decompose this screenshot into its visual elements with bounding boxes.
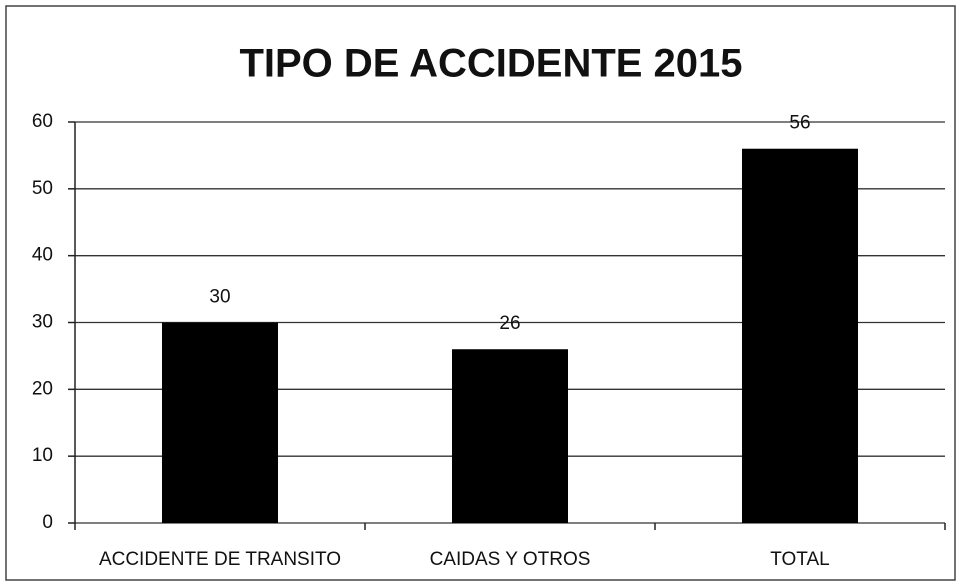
bar xyxy=(452,349,568,523)
y-tick-label: 0 xyxy=(42,512,53,533)
y-tick-label: 50 xyxy=(32,178,53,199)
x-tick-label: TOTAL xyxy=(770,549,829,570)
y-tick-label: 60 xyxy=(32,111,53,132)
data-label: 26 xyxy=(499,313,520,334)
x-tick-label: CAIDAS Y OTROS xyxy=(430,549,591,570)
y-tick-label: 10 xyxy=(32,445,53,466)
x-tick-label: ACCIDENTE DE TRANSITO xyxy=(99,549,341,570)
bar xyxy=(162,322,278,523)
chart-title: TIPO DE ACCIDENTE 2015 xyxy=(239,42,742,86)
data-label: 30 xyxy=(209,287,230,308)
data-label: 56 xyxy=(789,113,810,134)
y-tick-label: 40 xyxy=(32,245,53,266)
y-tick-label: 20 xyxy=(32,378,53,399)
bar xyxy=(742,148,858,523)
y-tick-label: 30 xyxy=(32,312,53,333)
